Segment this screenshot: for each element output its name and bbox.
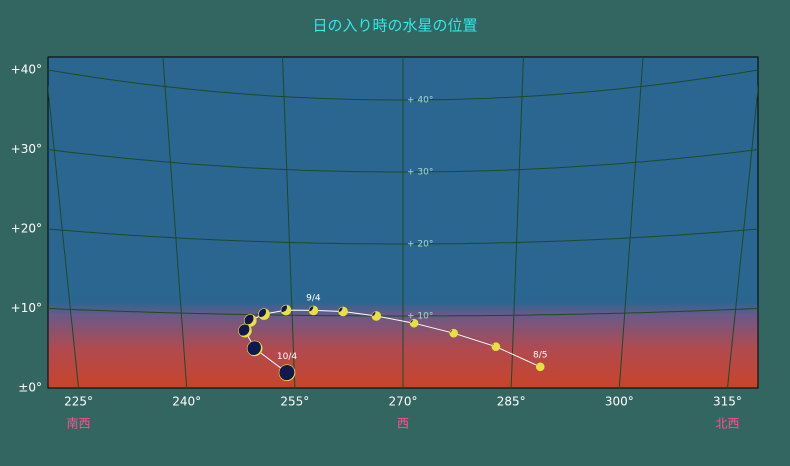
planet xyxy=(535,362,545,372)
planet xyxy=(308,305,319,316)
x-tick-label: 270° xyxy=(389,395,418,409)
planet-rim xyxy=(244,314,257,327)
grid-line xyxy=(510,57,524,388)
planet xyxy=(449,328,458,338)
direction-label: 南西 xyxy=(67,416,91,431)
planet-rim xyxy=(338,306,348,317)
y-tick-label: +20° xyxy=(11,222,42,236)
planet-rim xyxy=(491,342,501,351)
point-label: 10/4 xyxy=(277,352,297,362)
planet-rim xyxy=(308,305,319,316)
planet xyxy=(280,304,292,316)
planet-rim xyxy=(371,311,382,321)
planet-rim xyxy=(246,340,263,357)
planet xyxy=(258,308,270,320)
planet-point xyxy=(491,342,500,351)
x-tick-label: 240° xyxy=(172,395,201,409)
inner-tick-label: + 20° xyxy=(407,240,433,250)
planet-rim xyxy=(280,304,292,316)
grid-line xyxy=(282,57,296,388)
direction-label: 北西 xyxy=(715,417,739,431)
planet-rim xyxy=(409,318,419,328)
planet xyxy=(278,364,296,382)
grid-line xyxy=(48,83,80,388)
direction-label: 西 xyxy=(397,417,409,431)
planet-rim xyxy=(258,308,270,320)
x-tick-label: 255° xyxy=(280,395,309,409)
grid-line xyxy=(727,83,758,388)
planet-rim xyxy=(278,364,296,382)
grid xyxy=(48,57,758,388)
planet xyxy=(246,340,263,357)
point-label: 8/5 xyxy=(533,350,547,360)
y-tick-label: +30° xyxy=(11,142,42,156)
planet-point xyxy=(449,329,458,338)
planet-shadow xyxy=(308,305,314,312)
planet xyxy=(338,306,348,317)
y-tick-label: +10° xyxy=(11,301,42,315)
planet xyxy=(371,311,382,321)
grid-line xyxy=(48,69,758,101)
grid-line xyxy=(162,57,188,388)
planet xyxy=(409,318,419,328)
x-tick-label: 225° xyxy=(64,395,93,409)
planet-shadow xyxy=(247,340,261,356)
grid-line xyxy=(618,57,644,388)
inner-tick-label: + 10° xyxy=(407,312,433,322)
x-tick-label: 315° xyxy=(713,395,742,409)
planet-rim xyxy=(449,328,458,338)
chart-title: 日の入り時の水星の位置 xyxy=(312,17,477,35)
planet-shadow xyxy=(410,319,413,324)
planet-rim xyxy=(535,362,545,372)
x-tick-label: 285° xyxy=(497,395,526,409)
planet-rim xyxy=(238,323,252,338)
planet-shadow xyxy=(338,306,343,313)
y-tick-label: ±0° xyxy=(18,381,42,395)
planet-point xyxy=(536,362,545,371)
y-tick-label: +40° xyxy=(11,63,42,77)
x-tick-label: 300° xyxy=(605,395,634,409)
point-label: 9/4 xyxy=(306,293,321,303)
planet-shadow xyxy=(279,364,295,381)
inner-tick-label: + 40° xyxy=(407,96,433,106)
inner-tick-label: + 30° xyxy=(407,168,433,178)
planet-shadow xyxy=(371,311,376,317)
